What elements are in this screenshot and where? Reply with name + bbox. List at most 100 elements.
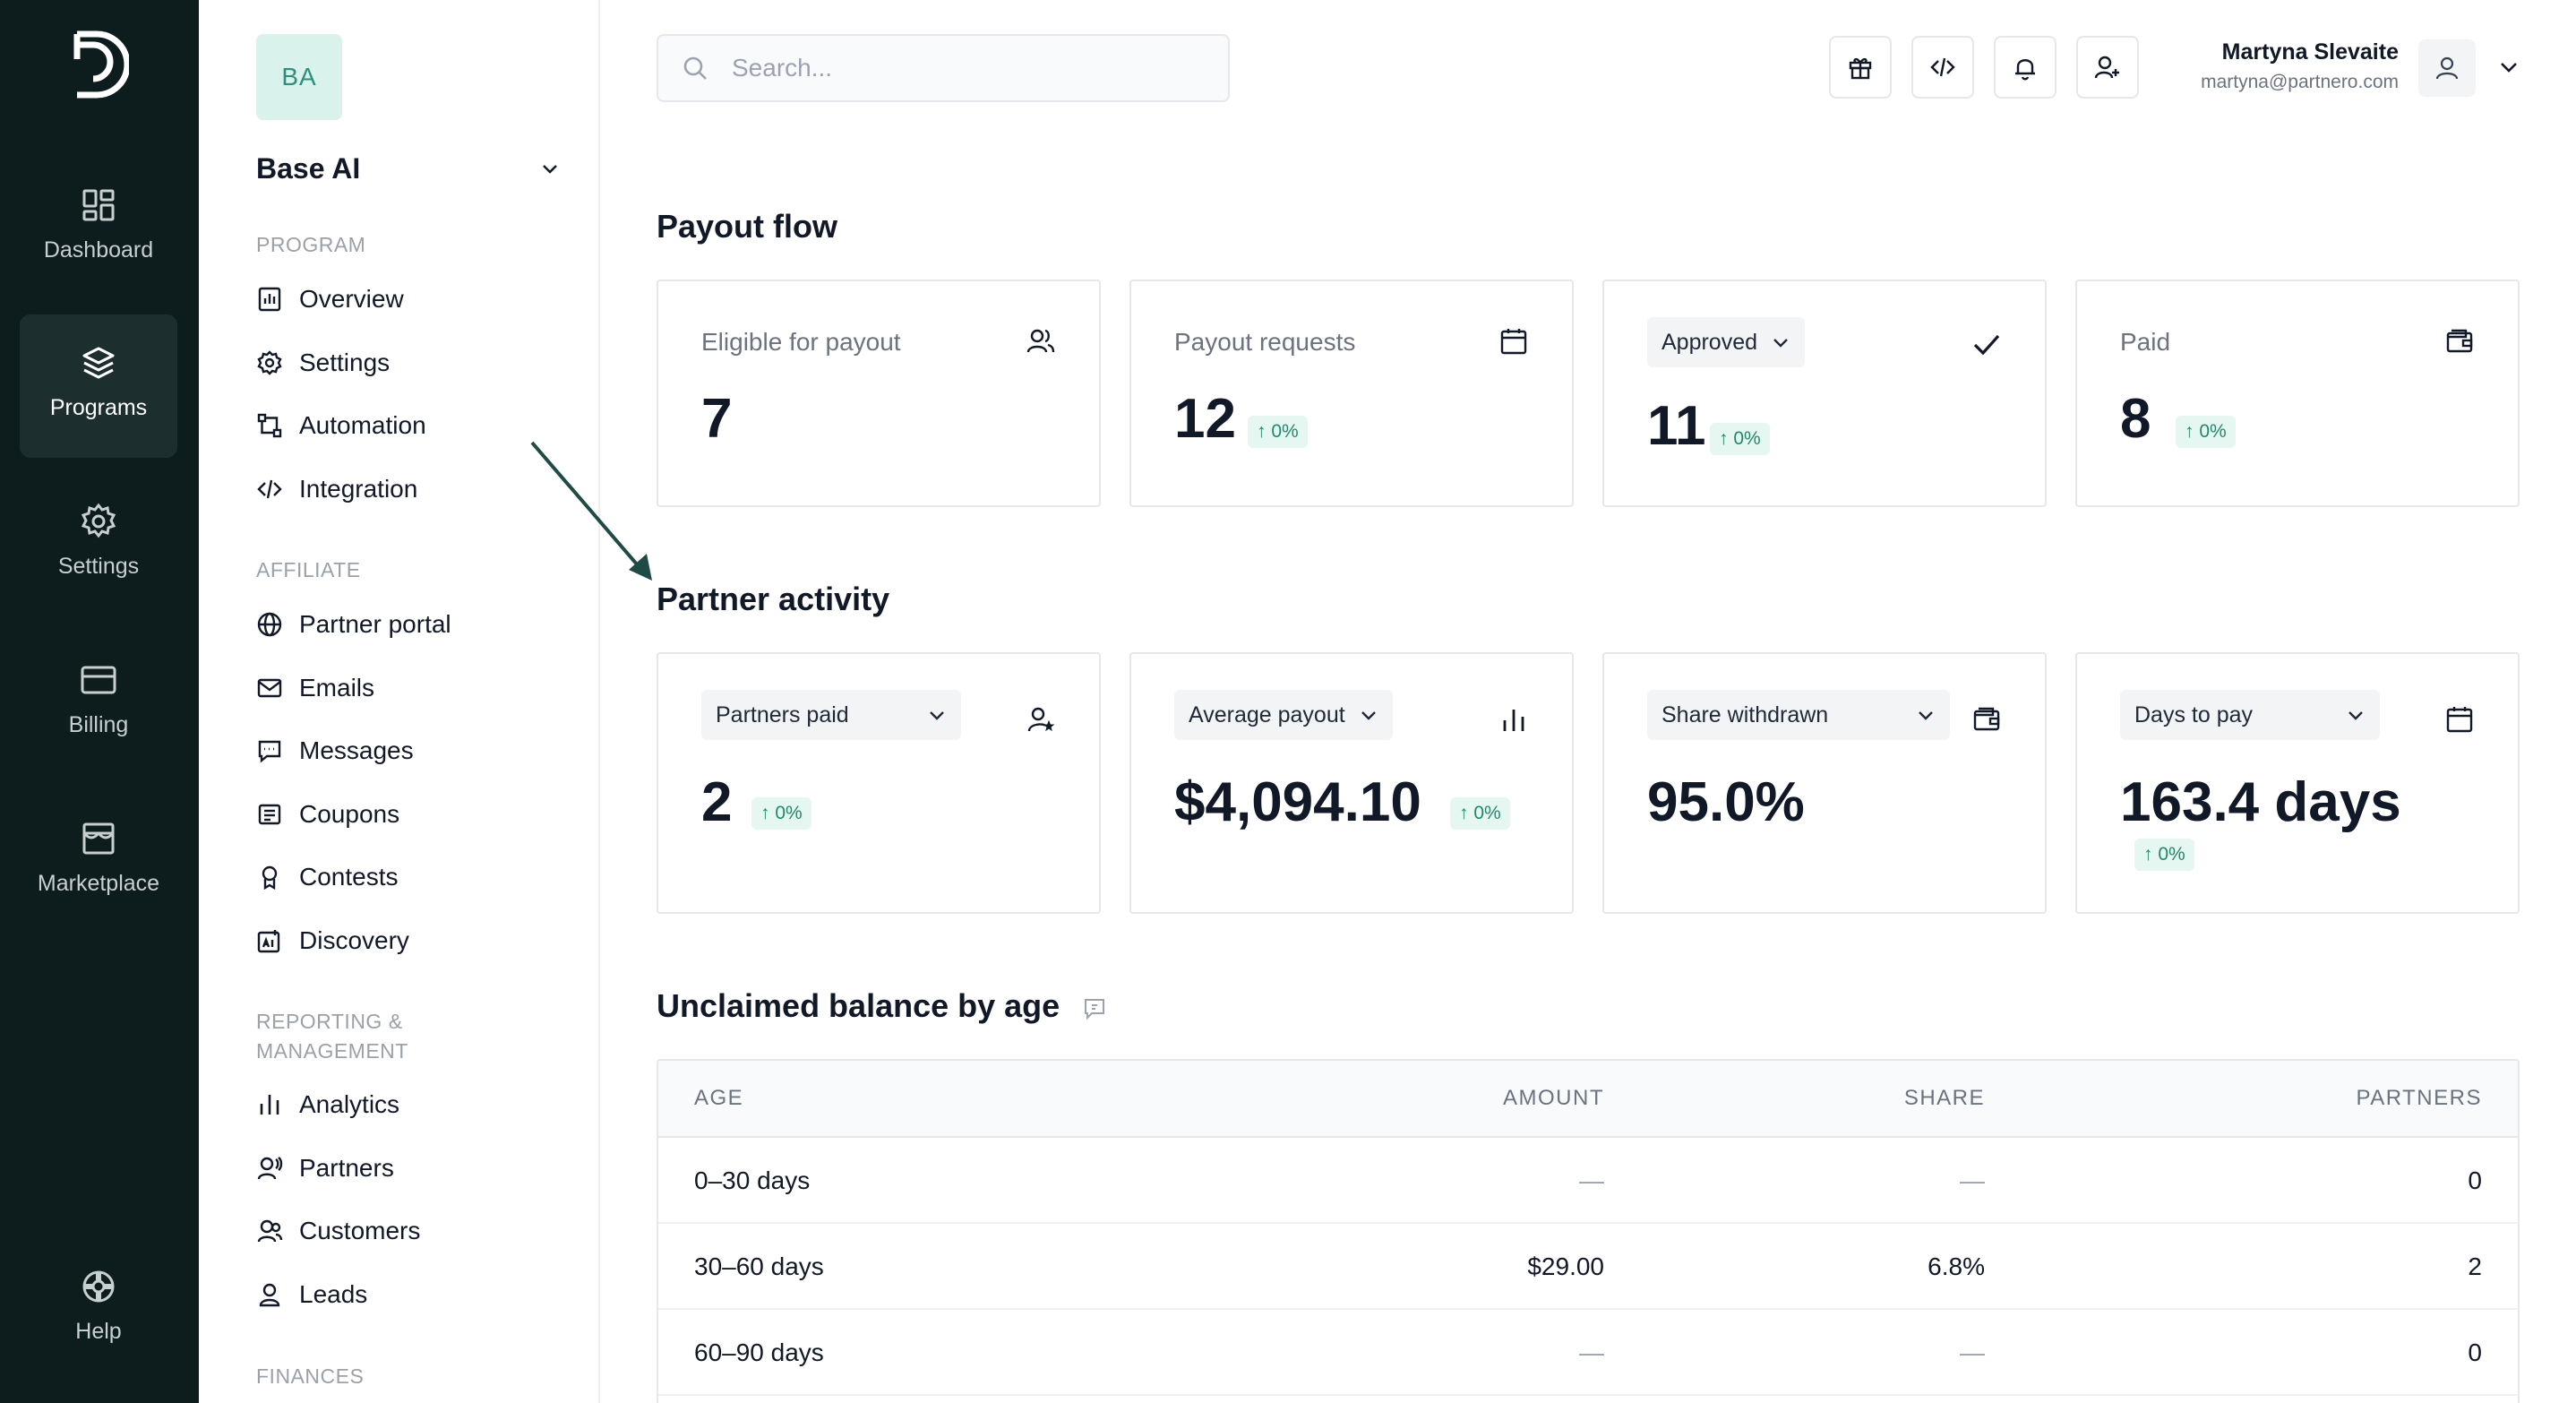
check-icon [1973, 334, 2000, 356]
cell-share: — [1960, 1166, 1985, 1194]
nav-customers[interactable]: Customers [256, 1209, 420, 1252]
automation-icon [257, 413, 282, 438]
program-switcher[interactable]: Base AI [256, 149, 561, 188]
card-days-to-pay: Days to pay 163.4 days ↑ 0% [2075, 652, 2520, 914]
nav-settings[interactable]: Settings [256, 341, 390, 384]
partners-paid-dropdown[interactable]: Partners paid [701, 690, 961, 740]
nav-messages[interactable]: Messages [256, 729, 414, 772]
nav-analytics[interactable]: Analytics [256, 1083, 399, 1126]
rail-label-marketplace: Marketplace [37, 871, 160, 896]
rail-item-help[interactable]: Help [20, 1238, 177, 1381]
chevron-down-icon[interactable] [2495, 54, 2522, 81]
rail-item-settings[interactable]: Settings [20, 473, 177, 616]
calendar-icon [2446, 707, 2473, 733]
user-name: Martyna Slevaite [2221, 39, 2399, 65]
table-row: 60–90 days — — 0 [658, 1310, 2518, 1396]
bar-chart-icon [1503, 710, 1524, 731]
card-value: 11 [1647, 395, 1706, 457]
nav-contests[interactable]: Contests [256, 856, 399, 899]
code-icon [257, 479, 282, 499]
nav-emails[interactable]: Emails [256, 667, 374, 710]
rail-item-programs[interactable]: Programs [20, 314, 177, 458]
section-affiliate: AFFILIATE [256, 558, 361, 581]
nav-automation[interactable]: Automation [256, 404, 426, 447]
days-to-pay-dropdown[interactable]: Days to pay [2120, 690, 2380, 740]
store-icon [82, 822, 115, 855]
program-sidebar: BA Base AI PROGRAM Overview Settings Aut… [199, 0, 600, 1403]
table-row: 0–30 days — — 0 [658, 1138, 2518, 1224]
nav-partners[interactable]: Partners [256, 1147, 394, 1190]
calendar-icon [1500, 329, 1527, 355]
cell-share: 6.8% [1928, 1252, 1985, 1280]
rail-item-billing[interactable]: Billing [20, 632, 177, 775]
nav-messages-label: Messages [299, 736, 414, 764]
nav-partner-portal-label: Partner portal [299, 610, 451, 638]
user-icon [259, 1283, 280, 1307]
award-icon [262, 865, 278, 891]
column-share: SHARE [1903, 1086, 1985, 1110]
card-value: 163.4 days [2120, 771, 2401, 833]
table-row: 30–60 days $29.00 6.8% 2 [658, 1224, 2518, 1310]
report-icon [258, 287, 281, 312]
nav-automation-label: Automation [299, 411, 426, 439]
chevron-down-icon [1361, 711, 1376, 720]
card-value: 8 [2120, 388, 2151, 450]
gift-button[interactable] [1829, 36, 1892, 99]
nav-integration-label: Integration [299, 475, 418, 503]
rail-label-billing: Billing [68, 712, 129, 737]
globe-icon [257, 612, 282, 637]
info-icon[interactable] [1082, 996, 1107, 1021]
user-avatar[interactable] [2418, 39, 2476, 97]
nav-overview[interactable]: Overview [256, 278, 404, 321]
partnero-logo-icon[interactable] [70, 29, 129, 100]
change-badge: ↑ 0% [751, 797, 811, 830]
chevron-down-icon [543, 165, 557, 174]
gear-icon [81, 503, 116, 538]
code-icon [1930, 57, 1955, 77]
program-avatar: BA [256, 34, 342, 120]
card-value: $4,094.10 [1174, 771, 1421, 833]
code-button[interactable] [1911, 36, 1974, 99]
nav-integration[interactable]: Integration [256, 468, 417, 511]
column-partners: PARTNERS [2356, 1086, 2482, 1110]
users-icon [1026, 329, 1055, 353]
message-icon [258, 740, 281, 763]
column-amount: AMOUNT [1503, 1086, 1604, 1110]
nav-partner-portal[interactable]: Partner portal [256, 603, 451, 646]
cell-age: 60–90 days [694, 1338, 824, 1366]
cell-amount: — [1579, 1166, 1604, 1194]
layers-icon [82, 347, 115, 379]
approved-dropdown[interactable]: Approved [1647, 317, 1805, 367]
unclaimed-balance-table: AGE AMOUNT SHARE PARTNERS 0–30 days — — … [657, 1059, 2520, 1403]
bell-icon [2015, 59, 2035, 81]
column-age: AGE [694, 1086, 744, 1110]
user-plus-icon [2094, 56, 2119, 79]
card-value: 12 [1174, 388, 1236, 450]
average-payout-dropdown[interactable]: Average payout [1174, 690, 1393, 740]
mail-icon [257, 678, 282, 698]
rail-item-marketplace[interactable]: Marketplace [20, 790, 177, 934]
nav-coupons[interactable]: Coupons [256, 793, 399, 836]
nav-analytics-label: Analytics [299, 1090, 400, 1118]
card-payout-requests: Payout requests 12 ↑ 0% [1129, 280, 1574, 507]
gift-icon [1849, 57, 1872, 80]
nav-leads[interactable]: Leads [256, 1273, 367, 1316]
coupon-icon [258, 804, 281, 825]
change-badge: ↑ 0% [2134, 839, 2194, 871]
nav-discovery[interactable]: Discovery [256, 919, 409, 962]
main-rail: Dashboard Programs Settings Billing Mark… [0, 0, 199, 1403]
notifications-button[interactable] [1994, 36, 2057, 99]
rail-label-settings: Settings [57, 554, 140, 579]
rail-label-dashboard: Dashboard [43, 237, 154, 263]
change-badge: ↑ 0% [2176, 416, 2236, 448]
rail-item-dashboard[interactable]: Dashboard [20, 157, 177, 300]
share-withdrawn-dropdown[interactable]: Share withdrawn [1647, 690, 1950, 740]
cell-amount: $29.00 [1527, 1252, 1604, 1280]
change-badge: ↑ 0% [1248, 416, 1308, 448]
invite-user-button[interactable] [2076, 36, 2139, 99]
cell-share: — [1960, 1338, 1985, 1366]
dropdown-label: Average payout [1189, 702, 1345, 727]
search-box[interactable] [657, 34, 1230, 102]
search-input[interactable] [732, 54, 1198, 82]
discovery-icon [257, 930, 280, 953]
